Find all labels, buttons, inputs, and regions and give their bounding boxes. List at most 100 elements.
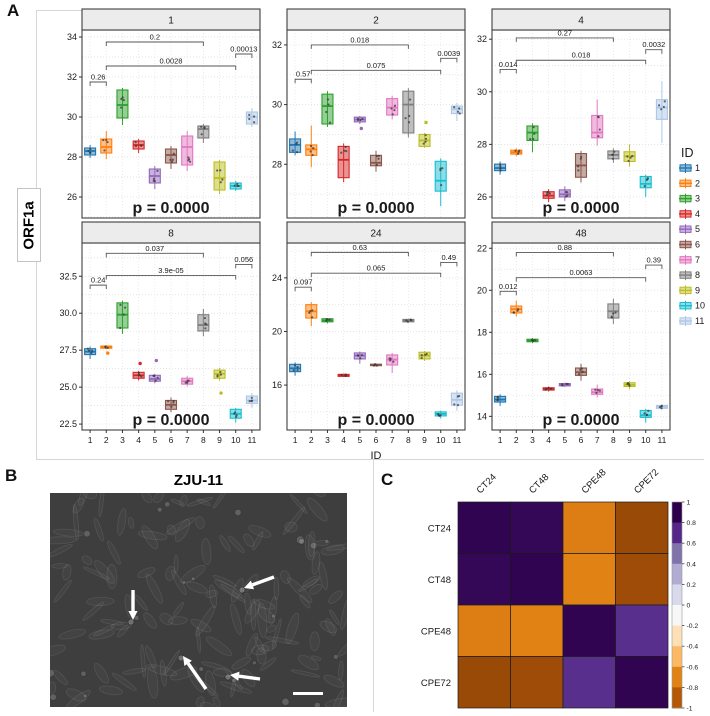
micrograph-bg — [50, 493, 347, 707]
jitter-point — [204, 322, 207, 325]
cell-body — [168, 616, 188, 625]
bracket-p-value: 0.0063 — [570, 268, 593, 277]
cell-body — [174, 519, 191, 543]
jitter-point — [89, 151, 92, 154]
jitter-point — [309, 150, 312, 153]
jitter-point — [325, 319, 328, 323]
jitter-point — [529, 137, 532, 141]
cell-body — [116, 624, 129, 638]
x-axis-title: ID — [371, 450, 382, 462]
jitter-point — [295, 141, 299, 144]
cell-body — [266, 624, 277, 633]
jitter-point — [514, 149, 517, 152]
legend-item-11: 11 — [679, 316, 704, 326]
legend-item-label: 4 — [695, 209, 700, 219]
jitter-point — [424, 134, 427, 137]
colorbar-band — [672, 666, 682, 688]
cell-body — [338, 660, 344, 681]
significance-bracket — [89, 284, 107, 290]
bracket-p-value: 0.097 — [294, 278, 313, 287]
x-tick-label: 3 — [120, 435, 125, 445]
x-tick-label: 1 — [88, 435, 93, 445]
cell-body — [186, 581, 208, 594]
bracket-p-value: 0.018 — [350, 35, 369, 44]
jitter-point — [407, 121, 411, 124]
jitter-point — [393, 109, 396, 112]
cell-body — [212, 493, 230, 509]
cell-body — [166, 524, 176, 536]
cell-body — [308, 530, 316, 558]
cell-body — [169, 666, 198, 681]
heatmap-col-label: CT48 — [527, 472, 551, 496]
x-tick-label: 9 — [217, 435, 222, 445]
panel-c-heatmap: CT24 CT48 CPE48 CPE72 CT24 CT48 CPE48 CPE72 1 0.8… — [421, 467, 699, 712]
outlier-point — [424, 120, 428, 125]
cell-body — [298, 654, 319, 671]
facet-strip — [491, 8, 671, 31]
cell-body — [147, 665, 159, 699]
bracket-p-value: 0.63 — [353, 243, 368, 252]
jitter-point — [357, 354, 360, 357]
round-cell — [190, 576, 196, 581]
x-tick-label: 5 — [152, 435, 157, 445]
jitter-point — [456, 404, 460, 407]
box — [213, 161, 226, 191]
facet-p-label: p = 0.0000 — [133, 412, 210, 429]
heatmap-cell-CPE72-CPE48 — [562, 656, 616, 709]
cell-body — [93, 624, 115, 637]
legend-item-4: 4 — [679, 208, 700, 219]
y-tick-label: 32 — [67, 72, 77, 82]
arrow-shaft — [186, 662, 208, 690]
jitter-point — [456, 110, 460, 113]
cell-body — [82, 493, 98, 500]
indicated-cell — [127, 618, 135, 626]
bracket-p-value: 0.00013 — [230, 45, 257, 54]
significance-bracket — [515, 37, 614, 42]
bracket-p-value: 0.88 — [558, 243, 573, 252]
cell-body — [159, 612, 174, 626]
jitter-point — [545, 387, 548, 390]
jitter-point — [458, 107, 461, 110]
jitter-point — [596, 389, 599, 392]
cell-body — [134, 594, 148, 612]
significance-bracket — [235, 263, 253, 269]
jitter-point — [200, 133, 203, 136]
jitter-point — [440, 183, 443, 187]
y-tick-label: 30 — [67, 112, 77, 122]
jitter-point — [392, 360, 395, 363]
jitter-point — [424, 353, 427, 356]
cell-body — [201, 661, 225, 670]
cell-body — [86, 596, 115, 606]
jitter-point — [389, 357, 392, 360]
jitter-point — [533, 132, 536, 135]
jitter-point — [409, 319, 413, 322]
jitter-point — [203, 316, 207, 320]
cell-body — [250, 598, 257, 631]
round-cell — [313, 701, 321, 707]
jitter-point — [424, 140, 427, 143]
jitter-point — [309, 309, 312, 313]
cell-body — [298, 578, 319, 592]
jitter-point — [291, 149, 294, 152]
cell-body — [309, 583, 323, 595]
annotation-arrows — [128, 575, 275, 690]
significance-bracket — [645, 264, 663, 270]
jitter-point — [420, 354, 423, 357]
scale-bar — [293, 692, 323, 695]
jitter-point — [105, 138, 108, 142]
cell-body — [65, 690, 91, 707]
jitter-point — [389, 359, 392, 362]
jitter-point — [184, 381, 187, 384]
jitter-point — [545, 193, 549, 196]
jitter-point — [140, 375, 143, 378]
legend-item-label: 9 — [695, 285, 700, 295]
jitter-point — [629, 156, 632, 159]
jitter-point — [533, 339, 537, 342]
significance-bracket — [310, 272, 442, 278]
arrow-shaft — [251, 575, 275, 587]
cell-body — [153, 493, 164, 503]
y-tick-label: 30 — [477, 87, 487, 97]
cell-body — [106, 563, 118, 589]
jitter-point — [152, 177, 155, 180]
